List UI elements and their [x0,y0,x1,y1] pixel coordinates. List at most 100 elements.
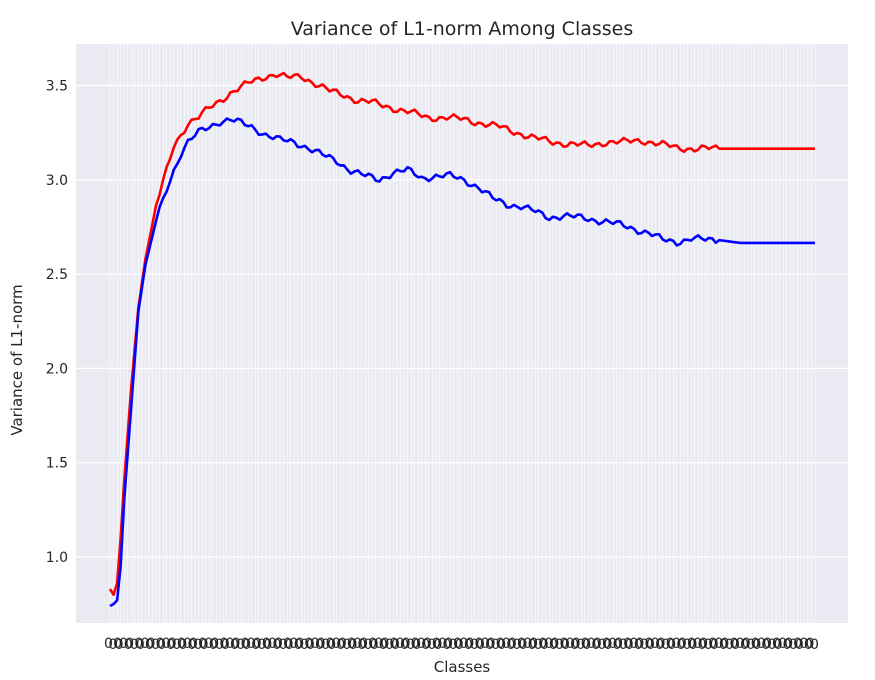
x-tick-label: 0 [198,636,207,652]
x-tick-label: 0 [119,636,128,652]
x-tick-label: 0 [285,637,294,653]
x-tick-label: 0 [518,637,527,653]
x-tick-label: 0 [268,636,277,652]
x-tick-label: 0 [204,636,213,652]
x-tick-label: 0 [391,637,400,653]
x-tick-label: 0 [581,636,590,652]
x-tick-label: 0 [572,636,581,652]
x-tick-label: 0 [487,636,496,652]
x-tick-label: 0 [736,636,745,652]
x-tick-label: 0 [751,636,760,652]
x-tick-label: 0 [651,636,660,652]
x-tick-label: 0 [725,637,734,653]
x-tick-label: 0 [761,637,770,653]
x-tick-label: 0 [402,636,411,652]
x-tick-label: 0 [523,636,532,652]
x-tick-label: 0 [168,636,177,652]
x-tick-label: 0 [136,637,145,653]
x-tick-label: 0 [597,637,606,653]
x-tick-label: 0 [591,637,600,653]
x-grid [109,44,816,623]
x-tick-label: 0 [294,637,303,653]
x-tick-label: 0 [502,636,511,652]
x-tick-label: 0 [147,636,156,652]
x-tick-label: 0 [799,636,808,652]
x-tick-label: 0 [619,637,628,653]
x-tick-label: 0 [385,637,394,653]
x-tick-label: 0 [109,637,118,653]
x-tick-label: 0 [326,636,335,652]
x-tick-label: 0 [140,636,149,652]
x-tick-label: 0 [348,637,357,653]
x-tick-label: 0 [772,636,781,652]
x-tick-label: 0 [134,636,143,652]
y-tick-label: 3.5 [46,78,68,94]
y-axis-label: Variance of L1-norm [8,284,26,435]
x-tick-label: 0 [113,636,122,652]
x-tick-label: 0 [178,637,187,653]
x-tick-label: 0 [555,637,564,653]
x-tick-label: 0 [746,637,755,653]
x-tick-label: 0 [232,636,241,652]
plot-area [76,44,848,623]
x-tick-label: 0 [166,637,175,653]
x-tick-label: 0 [242,637,251,653]
x-tick-label: 0 [784,636,793,652]
x-tick-label: 0 [534,637,543,653]
x-tick-label: 0 [432,636,441,652]
x-tick-label: 0 [465,636,474,652]
x-tick-label: 0 [459,636,468,652]
x-tick-label: 0 [433,637,442,653]
x-tick-label: 0 [566,636,575,652]
x-tick-label: 0 [623,636,632,652]
x-tick-label: 0 [353,636,362,652]
x-tick-label: 0 [789,637,798,653]
x-tick-label: 0 [512,637,521,653]
x-tick-label: 0 [793,636,802,652]
x-tick-label: 0 [177,636,186,652]
x-tick-label: 0 [209,637,218,653]
x-tick-label: 0 [289,636,298,652]
x-tick-label: 0 [283,636,292,652]
x-tick-label: 0 [310,636,319,652]
x-tick-label: 0 [678,636,687,652]
x-tick-label: 0 [338,636,347,652]
x-tick-label: 0 [614,636,623,652]
x-tick-label: 0 [540,637,549,653]
x-tick-label: 0 [783,637,792,653]
x-tick-label: 0 [763,636,772,652]
x-tick-label: 0 [740,637,749,653]
x-tick-label: 0 [549,637,558,653]
x-tick-label: 0 [672,636,681,652]
x-tick-label: 0 [517,636,526,652]
x-tick-label: 0 [693,636,702,652]
x-tick-label: 0 [295,636,304,652]
x-tick-label: 0 [506,637,515,653]
x-tick-label: 0 [412,637,421,653]
x-tick-label: 0 [767,637,776,653]
x-tick-label: 0 [449,637,458,653]
x-tick-label: 0 [406,637,415,653]
x-tick-label: 0 [306,637,315,653]
x-tick-label: 0 [676,637,685,653]
x-tick-label: 0 [485,637,494,653]
x-tick-label: 0 [464,637,473,653]
x-tick-label: 0 [247,636,256,652]
x-tick-label: 0 [156,636,165,652]
x-tick-label: 0 [646,637,655,653]
x-tick-label: 0 [347,636,356,652]
x-tick-labels: 0000000000000000000000000000000000000000… [104,636,819,653]
x-tick-label: 0 [274,636,283,652]
x-tick-label: 0 [219,636,228,652]
x-tick-label: 0 [251,637,260,653]
y-grid [76,84,848,558]
x-tick-label: 0 [379,637,388,653]
x-tick-label: 0 [640,637,649,653]
x-tick-label: 0 [550,636,559,652]
x-tick-label: 0 [327,637,336,653]
x-tick-label: 0 [257,637,266,653]
x-tick-label: 0 [731,637,740,653]
x-tick-label: 0 [230,637,239,653]
x-tick-label: 0 [417,636,426,652]
